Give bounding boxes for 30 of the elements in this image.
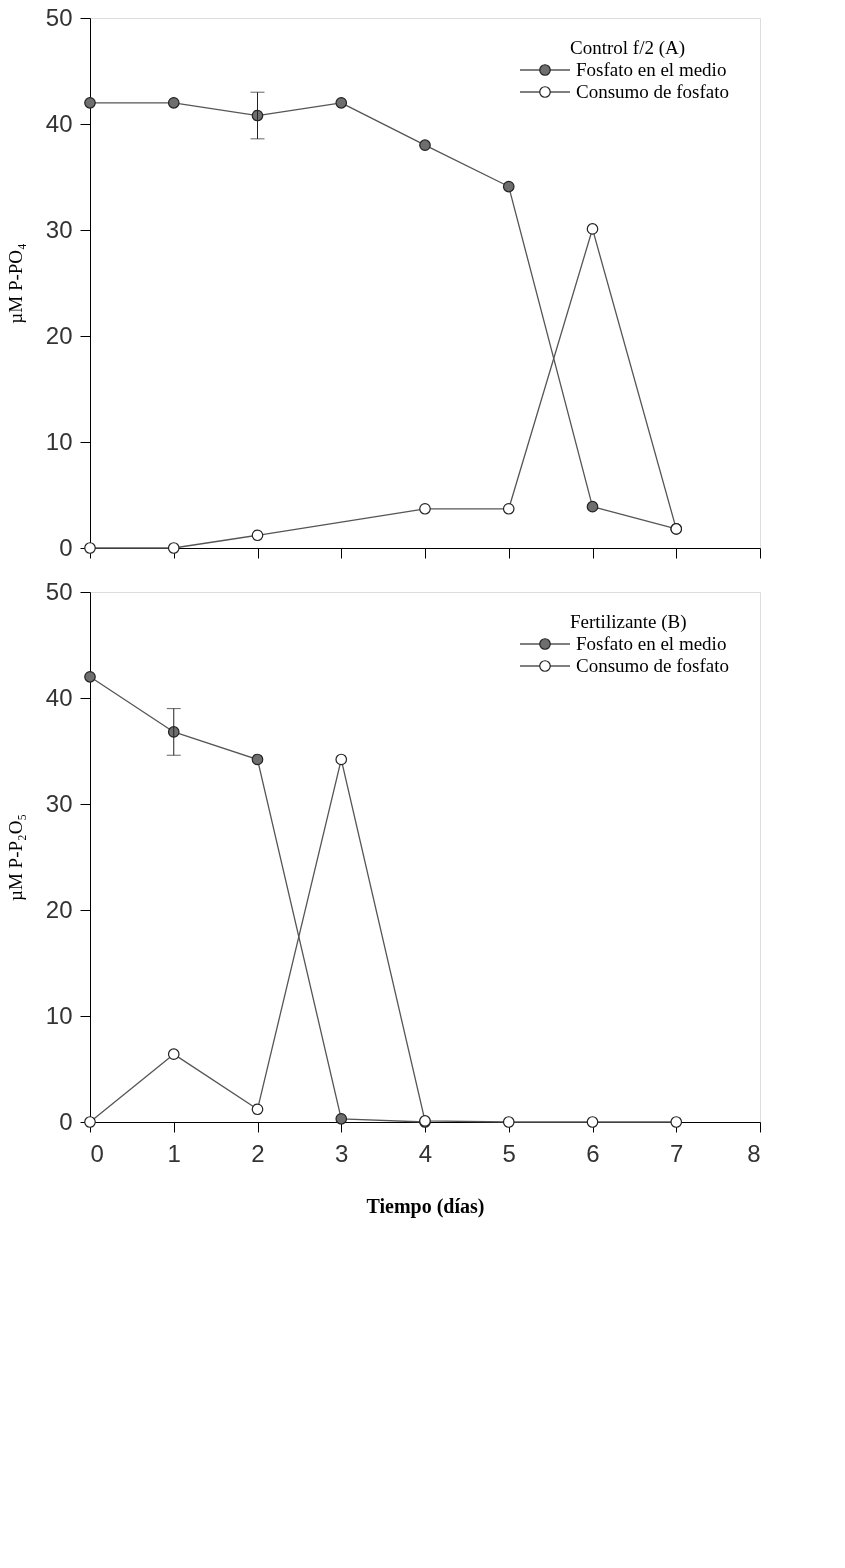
x-tick-label: 3	[335, 1139, 349, 1167]
x-tick-label: 2	[251, 1139, 265, 1167]
x-tick-label: 7	[670, 1139, 684, 1167]
y-tick-label: 20	[45, 895, 73, 923]
legend-title: Fertilizante (B)	[570, 611, 687, 633]
x-axis-title: Tiempo (días)	[366, 1194, 485, 1218]
x-tick-label: 8	[747, 1139, 761, 1167]
y-axis-title: µM P-P₂O₅	[4, 813, 26, 902]
legend-label: Consumo de fosfato	[576, 655, 730, 676]
y-tick-label: 50	[45, 3, 73, 31]
y-tick-label: 30	[45, 789, 73, 817]
x-tick-label: 5	[502, 1139, 516, 1167]
y-tick-label: 20	[45, 321, 73, 349]
legend-label: Fosfato en el medio	[576, 59, 727, 80]
y-tick-label: 10	[45, 1001, 73, 1029]
y-tick-label: 30	[45, 215, 73, 243]
x-tick-label: 4	[418, 1139, 433, 1167]
legend-label: Consumo de fosfato	[576, 81, 730, 102]
y-tick-label: 40	[45, 109, 73, 137]
y-tick-label: 10	[45, 427, 73, 455]
x-tick-label: 6	[586, 1139, 600, 1167]
legend-title: Control f/2 (A)	[570, 37, 686, 59]
y-tick-label: 0	[59, 1107, 73, 1135]
y-tick-label: 50	[45, 577, 73, 605]
y-tick-label: 40	[45, 683, 73, 711]
x-tick-label: 0	[90, 1139, 104, 1167]
y-tick-label: 0	[59, 533, 73, 561]
x-tick-label: 1	[167, 1139, 181, 1167]
y-axis-title: µM P-PO₄	[4, 243, 26, 324]
legend-label: Fosfato en el medio	[576, 633, 727, 654]
